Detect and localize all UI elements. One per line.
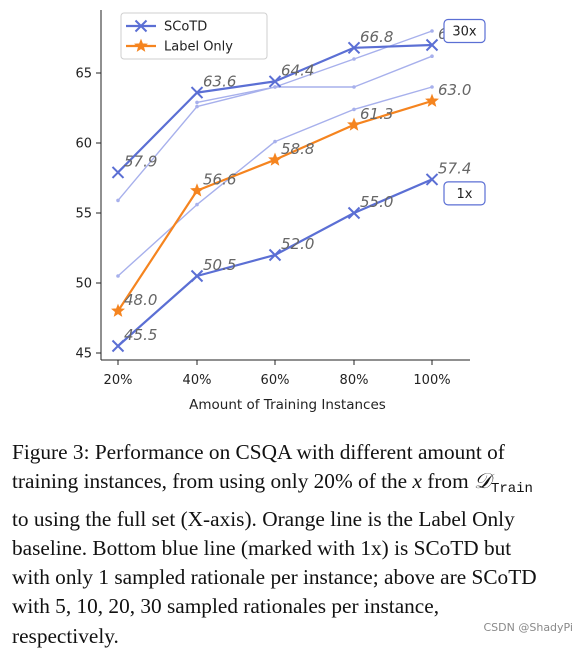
watermark: CSDN @ShadyPi <box>483 621 574 634</box>
x-tick-label: 100% <box>413 373 450 388</box>
chart-svg: 45 50 55 60 65 20% 40% 60% 80% 100% Amount of Trai… <box>75 10 486 413</box>
x-tick-label: 80% <box>340 373 369 388</box>
series-point-2 <box>195 100 199 105</box>
caption-part-4: to using the full set (X-axis). Orange l… <box>12 506 537 648</box>
star-marker <box>111 303 125 317</box>
series-point-1 <box>195 104 199 109</box>
legend-marker-label-only <box>134 38 148 52</box>
caption-x-symbol: x <box>412 469 422 494</box>
x-marker <box>268 248 282 262</box>
data-label: 61.3 <box>360 105 393 123</box>
x-marker <box>111 166 125 179</box>
y-tick-label: 55 <box>75 207 92 222</box>
y-tick-label: 65 <box>75 67 92 82</box>
legend-marker-scotd <box>134 19 148 33</box>
annotation-label: 30x <box>452 25 477 40</box>
star-marker <box>347 117 361 131</box>
data-label: 55.0 <box>360 193 393 211</box>
data-label: 64.4 <box>281 61 314 79</box>
series-point-2 <box>273 85 277 89</box>
caption-part-2: of the <box>352 469 413 494</box>
data-label: 63.0 <box>438 81 471 99</box>
x-marker <box>190 86 204 99</box>
chart: 45 50 55 60 65 20% 40% 60% 80% 100% Amount of Trai… <box>75 10 486 413</box>
data-label: 52.0 <box>281 235 314 253</box>
y-tick-label: 50 <box>75 277 92 292</box>
series-line-2 <box>196 55 433 104</box>
star-marker <box>268 152 282 166</box>
data-label: 50.5 <box>203 256 236 274</box>
y-tick-label: 60 <box>75 137 92 152</box>
star-marker <box>425 93 439 107</box>
x-marker <box>111 339 125 353</box>
series-point-2 <box>352 85 356 89</box>
data-label: 45.5 <box>124 326 157 344</box>
y-tick-label: 45 <box>75 347 92 362</box>
legend-label-label-only: Label Only <box>164 40 233 55</box>
annotation-label: 1x <box>457 187 473 202</box>
x-marker <box>190 269 204 283</box>
data-label: 57.9 <box>124 152 157 170</box>
data-label: 48.0 <box>124 291 157 309</box>
annotation-box <box>443 181 486 206</box>
series-point-3 <box>116 274 120 278</box>
data-label: 58.8 <box>281 140 314 158</box>
series-point-3 <box>352 107 356 112</box>
star-marker <box>190 183 204 197</box>
series-point-3 <box>195 202 199 207</box>
caption-part-3: from <box>421 469 474 494</box>
x-marker <box>347 206 361 220</box>
x-marker <box>425 38 439 52</box>
series-point-3 <box>273 139 277 144</box>
caption-part-1: Figure 3: Performance on CSQA with diffe… <box>12 440 505 494</box>
data-label: 63.6 <box>203 73 236 91</box>
legend-label-scotd: SCoTD <box>164 20 207 35</box>
series-point-3 <box>430 85 434 89</box>
series-point-1 <box>352 57 356 61</box>
caption-d-subscript: Train <box>490 481 533 498</box>
x-marker <box>347 41 361 55</box>
x-axis-title: Amount of Training Instances <box>189 397 386 413</box>
data-label: 66.8 <box>360 28 393 46</box>
series-point-2 <box>430 54 434 58</box>
x-marker <box>425 173 439 186</box>
series-point-1 <box>116 198 120 203</box>
annotation-box <box>443 18 486 44</box>
legend-box <box>120 12 268 60</box>
caption-percent: % <box>334 469 353 494</box>
x-tick-label: 60% <box>261 373 290 388</box>
x-tick-label: 20% <box>104 373 133 388</box>
series-point-1 <box>430 29 434 33</box>
figure-caption: Figure 3: Performance on CSQA with diffe… <box>12 438 548 651</box>
x-marker <box>268 75 282 88</box>
data-label: 57.4 <box>438 159 471 177</box>
data-label: 56.6 <box>203 171 236 189</box>
x-tick-label: 40% <box>183 373 212 388</box>
caption-d-symbol: 𝒟 <box>473 469 491 495</box>
